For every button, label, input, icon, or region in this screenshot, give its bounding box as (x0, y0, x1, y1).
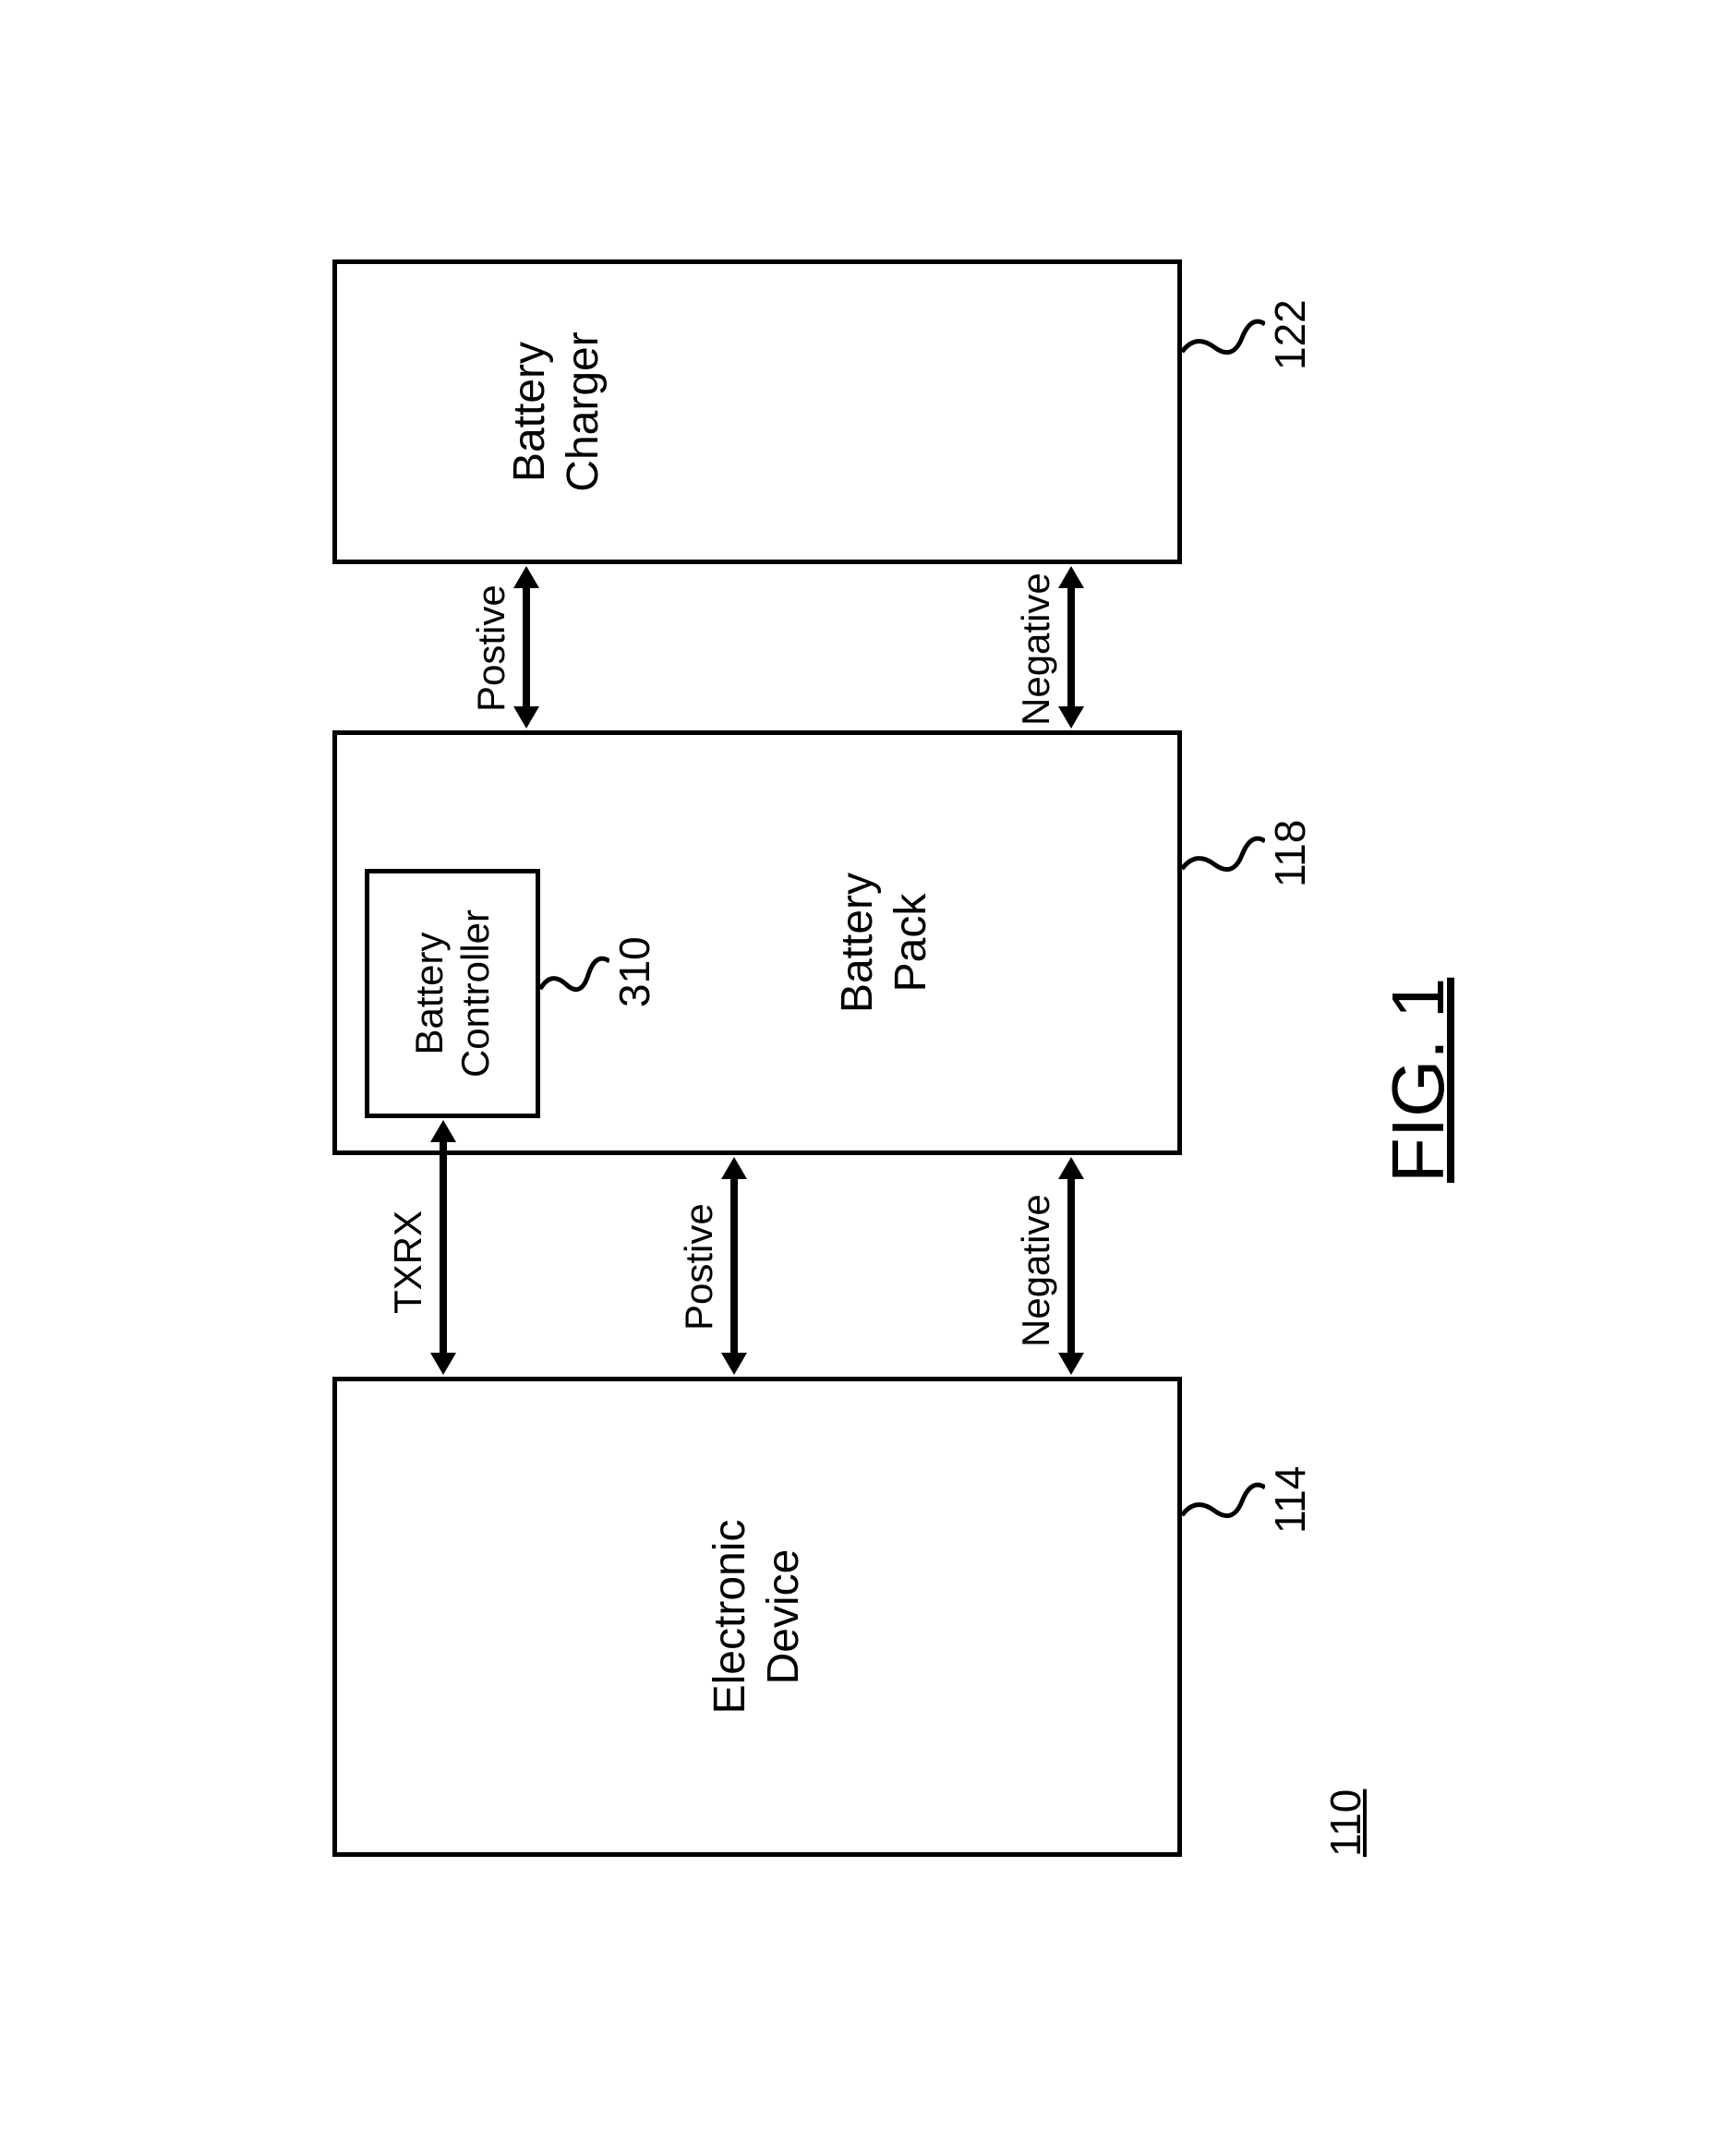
battery-controller-block: Battery Controller (365, 869, 540, 1118)
text: Battery (505, 342, 554, 482)
ref-num-310: 310 (609, 936, 659, 1007)
arrowhead-icon (430, 1120, 456, 1142)
arrowhead-icon (1058, 706, 1084, 729)
label-left-negative: Negative (1014, 1194, 1058, 1347)
arrowhead-icon (1058, 566, 1084, 588)
arrow-left-negative (1067, 1177, 1075, 1355)
arrowhead-icon (1058, 1157, 1084, 1179)
arrow-left-positive (730, 1177, 738, 1355)
ref-num-114: 114 (1265, 1466, 1315, 1534)
electronic-device-label: Electronic Device (704, 1520, 810, 1715)
arrowhead-icon (513, 706, 539, 729)
squiggle-icon (1182, 1460, 1265, 1524)
squiggle-icon (540, 933, 609, 998)
arrowhead-icon (721, 1157, 747, 1179)
text: Battery (407, 932, 451, 1054)
squiggle-icon (1182, 296, 1265, 361)
arrow-right-negative (1067, 586, 1075, 708)
label-txrx: TXRX (386, 1211, 430, 1314)
squiggle-icon (1182, 813, 1265, 878)
figure-title: FIG. 1 (1376, 978, 1461, 1183)
text: Battery (833, 873, 882, 1013)
arrow-txrx (440, 1140, 447, 1355)
label-left-positive: Postive (677, 1203, 721, 1331)
label-right-positive: Postive (469, 584, 513, 712)
text: Charger (559, 331, 608, 491)
text: Controller (453, 909, 497, 1078)
ref-num-122: 122 (1265, 299, 1315, 370)
battery-pack-label: Battery Pack (831, 735, 937, 1150)
text: Device (759, 1549, 808, 1685)
diagram-container: Electronic Device 114 Battery Pack 118 B… (222, 195, 1514, 1949)
arrow-right-positive (523, 586, 530, 708)
diagram: Electronic Device 114 Battery Pack 118 B… (222, 195, 1514, 1949)
text: Electronic (705, 1520, 754, 1715)
ref-num-110: 110 (1320, 1789, 1370, 1857)
battery-charger-block: Battery Charger (332, 259, 1182, 564)
battery-charger-label: Battery Charger (503, 264, 609, 560)
battery-controller-label: Battery Controller (406, 909, 500, 1078)
text: Pack (886, 894, 935, 993)
arrowhead-icon (513, 566, 539, 588)
arrowhead-icon (721, 1353, 747, 1375)
ref-num-118: 118 (1265, 820, 1315, 887)
arrowhead-icon (430, 1353, 456, 1375)
arrowhead-icon (1058, 1353, 1084, 1375)
label-right-negative: Negative (1014, 572, 1058, 726)
electronic-device-block: Electronic Device (332, 1377, 1182, 1857)
